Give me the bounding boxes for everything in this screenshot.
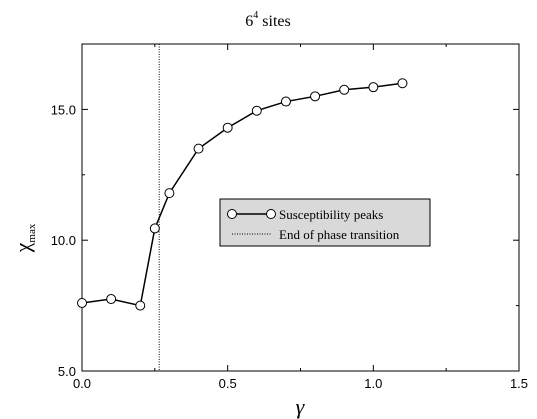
legend-series-marker-right: [266, 209, 276, 219]
chart-title-sup: 4: [253, 10, 258, 21]
data-point: [280, 96, 291, 107]
data-point: [251, 105, 262, 116]
data-point: [135, 300, 146, 311]
legend: Susceptibility peaks End of phase transi…: [219, 198, 431, 247]
y-ticks: 5.0 10.0 15.0: [51, 102, 519, 379]
x-tick-label: 0.0: [73, 376, 91, 391]
data-point: [310, 91, 321, 102]
legend-series-marker-left: [227, 209, 237, 219]
x-tick-label: 1.5: [510, 376, 528, 391]
chart-title-base: 6: [245, 13, 253, 30]
y-tick-label: 10.0: [51, 233, 76, 248]
data-point: [77, 297, 87, 308]
legend-box: [219, 198, 431, 247]
x-tick-label: 1.0: [364, 376, 382, 391]
data-point: [193, 143, 204, 154]
x-ticks: 0.0 0.5 1.0 1.5: [73, 44, 528, 391]
data-point: [339, 84, 350, 95]
data-point: [368, 82, 379, 93]
data-point: [397, 78, 408, 89]
data-point: [164, 188, 175, 199]
legend-ref-label: End of phase transition: [279, 227, 400, 242]
chart-title-rest: sites: [258, 13, 290, 30]
legend-series-label: Susceptibility peaks: [279, 207, 383, 222]
y-axis-label-sub: max: [26, 223, 38, 242]
y-axis-label-main: χ: [10, 242, 35, 253]
chart-title: 64 sites: [245, 10, 290, 30]
data-point: [106, 294, 117, 305]
y-tick-label: 15.0: [51, 102, 76, 117]
series-line: [81, 82, 403, 307]
x-tick-label: 0.5: [219, 376, 237, 391]
series-layer: [77, 78, 408, 311]
svg-text:χmax: χmax: [10, 223, 38, 253]
y-axis-label: χmax: [10, 223, 38, 253]
data-point: [222, 122, 233, 133]
data-point: [149, 223, 160, 234]
y-tick-label: 5.0: [58, 364, 76, 379]
x-axis-label: γ: [296, 394, 306, 419]
